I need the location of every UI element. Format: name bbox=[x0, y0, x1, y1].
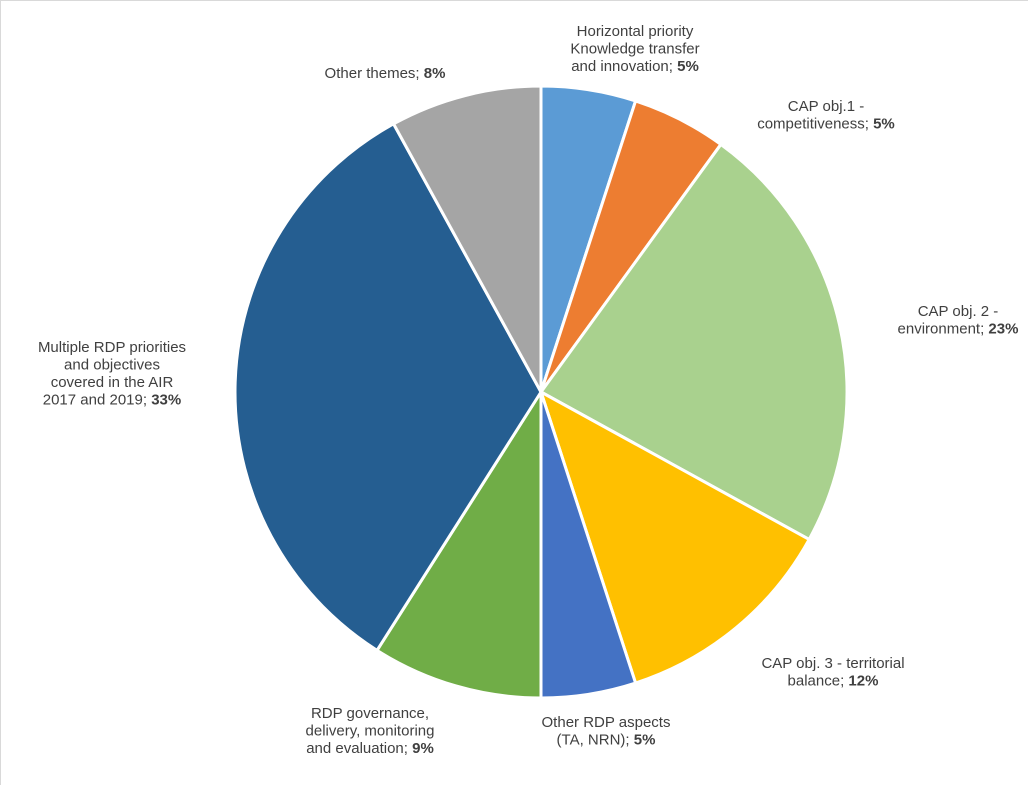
slice-label-2: CAP obj.1 -competitiveness; 5% bbox=[757, 98, 895, 133]
slice-label-7: Multiple RDP priorities and objectives cov… bbox=[38, 339, 186, 409]
slice-label-line: Knowledge transfer bbox=[570, 41, 699, 58]
slice-label-line: CAP obj.1 - bbox=[788, 98, 864, 115]
slice-label-line: and innovation; 5% bbox=[571, 58, 699, 75]
slice-label-line: Horizontal priority bbox=[577, 23, 694, 40]
slice-label-line: competitiveness; 5% bbox=[757, 116, 895, 133]
pie-slice-3 bbox=[539, 142, 849, 541]
slice-label-line: 2017 and 2019; 33% bbox=[43, 392, 181, 409]
slice-label-8: Other themes; 8% bbox=[325, 65, 446, 82]
slice-value-label: 23% bbox=[988, 321, 1018, 338]
slice-label-line: environment; 23% bbox=[898, 321, 1019, 338]
slice-label-line: delivery, monitoring bbox=[306, 723, 435, 740]
slice-label-line: RDP governance, bbox=[311, 705, 429, 722]
slice-label-4: CAP obj. 3 - territorial balance; 12% bbox=[761, 655, 904, 690]
pie-slice-6 bbox=[375, 390, 543, 700]
slice-value-label: 5% bbox=[634, 732, 656, 749]
slice-label-line: Other themes; 8% bbox=[325, 65, 446, 82]
pie-slice-4 bbox=[539, 390, 811, 685]
slice-label-line: covered in the AIR bbox=[51, 374, 174, 391]
slice-label-line: and objectives bbox=[64, 357, 160, 374]
slice-label-line: balance; 12% bbox=[788, 673, 879, 690]
slice-label-3: CAP obj. 2 -environment; 23% bbox=[898, 303, 1019, 338]
pie-slice-8 bbox=[392, 84, 543, 394]
slice-label-line: and evaluation; 9% bbox=[306, 740, 434, 757]
slice-value-label: 33% bbox=[151, 392, 181, 409]
slice-label-5: Other RDP aspects (TA, NRN); 5% bbox=[542, 714, 671, 749]
slice-value-label: 5% bbox=[677, 58, 699, 75]
slice-label-line: (TA, NRN); 5% bbox=[557, 732, 656, 749]
slice-label-line: Multiple RDP priorities bbox=[38, 339, 186, 356]
slice-label-line: CAP obj. 3 - territorial bbox=[761, 655, 904, 672]
slice-value-label: 8% bbox=[424, 65, 446, 82]
slice-value-label: 9% bbox=[412, 740, 434, 757]
slice-label-line: CAP obj. 2 - bbox=[918, 303, 999, 320]
slice-label-1: Horizontal priority Knowledge transfer and… bbox=[570, 23, 699, 75]
slice-value-label: 12% bbox=[848, 673, 878, 690]
slice-label-line: Other RDP aspects bbox=[542, 714, 671, 731]
slice-label-6: RDP governance, delivery, monitoring and e… bbox=[306, 705, 435, 757]
slice-value-label: 5% bbox=[873, 116, 895, 133]
